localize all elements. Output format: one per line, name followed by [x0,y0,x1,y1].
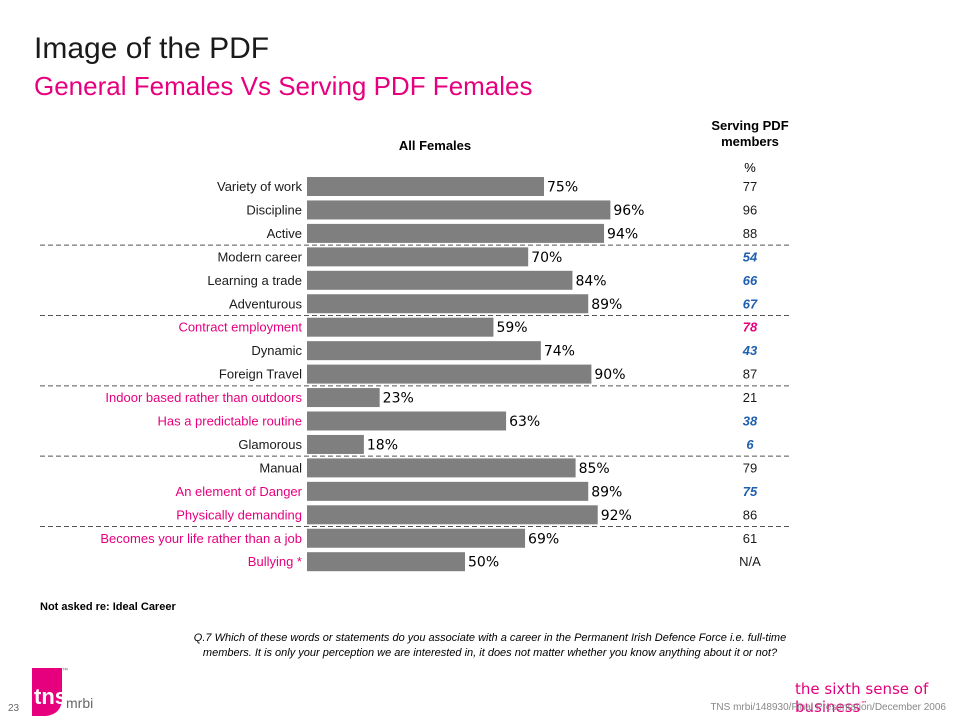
serving-value: 78 [743,320,758,335]
category-label: An element of Danger [176,484,303,499]
bar-value-label: 75% [547,180,578,196]
bar-value-label: 18% [367,437,398,453]
bar-value-label: 59% [496,320,527,336]
bar-value-label: 23% [383,391,414,407]
serving-value: 96 [743,202,757,217]
logo-tm: ™ [62,667,68,674]
serving-value: 54 [743,249,758,264]
serving-value: 61 [743,531,757,546]
serving-pdf-unit: % [744,160,756,175]
slide-title: Image of the PDF [34,32,270,65]
bar-value-label: 96% [613,203,644,219]
bar-value-label: 89% [591,297,622,313]
slide-subtitle: General Females Vs Serving PDF Females [34,71,533,101]
serving-value: 43 [742,343,758,358]
serving-value: 75 [743,484,758,499]
category-label: Variety of work [217,179,303,194]
serving-value: 87 [743,367,757,382]
footer-reference: TNS mrbi/148930/Final Presentation/Decem… [710,702,946,713]
serving-value: N/A [739,554,761,569]
bar-value-label: 63% [509,414,540,430]
bar [307,223,605,243]
bar [307,247,529,267]
tagline-text: the sixth sense of business [795,680,929,716]
bar-value-label: 94% [607,226,638,242]
bar-value-label: 90% [594,367,625,383]
category-label: Has a predictable routine [157,414,302,429]
bar [307,481,589,501]
tns-mrbi-logo: tns mrbi ™ [32,667,93,716]
question-text: Q.7 Which of these words or statements d… [193,632,787,659]
serving-value: 67 [743,296,758,311]
bar [307,270,573,290]
bar-value-label: 89% [591,484,622,500]
bar-value-label: 84% [575,273,606,289]
category-label: Indoor based rather than outdoors [105,390,302,405]
category-label: Glamorous [238,437,302,452]
serving-pdf-header: Serving PDF members [711,118,789,149]
bar [307,552,465,572]
serving-value: 77 [743,179,757,194]
bar [307,317,494,337]
bar-value-label: 74% [544,344,575,360]
logo-shape [32,668,62,716]
category-label: Adventurous [229,296,302,311]
serving-value: 38 [743,414,758,429]
bar [307,434,364,454]
serving-value: 79 [743,460,757,475]
category-label: Foreign Travel [219,367,302,382]
logo-text: tns [34,684,67,709]
serving-value: 88 [743,226,757,241]
bar [307,177,544,196]
bar-chart: Variety of work 75% 77 Discipline 96% 96 Activ… [40,177,790,572]
tagline: the sixth sense of business™ [795,680,960,716]
category-label: Active [267,226,302,241]
bar [307,505,598,525]
category-label: Dynamic [251,343,302,358]
page-number: 23 [8,703,20,714]
bar [307,341,541,361]
bar-value-label: 85% [579,461,610,477]
bar [307,388,380,408]
category-label: Discipline [246,202,302,217]
bar [307,528,526,548]
all-females-header: All Females [398,138,472,153]
bar [307,411,507,431]
category-label: Learning a trade [207,273,302,288]
category-label: Becomes your life rather than a job [100,531,302,546]
category-label: Manual [259,460,302,475]
logo-sub: mrbi [66,695,93,711]
serving-value: 66 [743,273,758,288]
category-label: Contract employment [178,320,302,335]
bar [307,458,576,478]
serving-value: 21 [743,390,757,405]
tagline-tm: ™ [860,700,868,708]
bar [307,364,592,384]
category-label: Physically demanding [176,507,302,522]
bar-value-label: 70% [531,250,562,266]
footnote: Not asked re: Ideal Career [40,601,176,613]
category-label: Modern career [217,249,302,264]
serving-value: 86 [743,507,757,522]
bar-value-label: 50% [468,555,499,571]
serving-value: 6 [746,437,754,452]
category-label: Bullying * [248,554,302,569]
bar [307,294,589,314]
bar [307,200,611,220]
bar-value-label: 69% [528,531,559,547]
bar-value-label: 92% [601,508,632,524]
